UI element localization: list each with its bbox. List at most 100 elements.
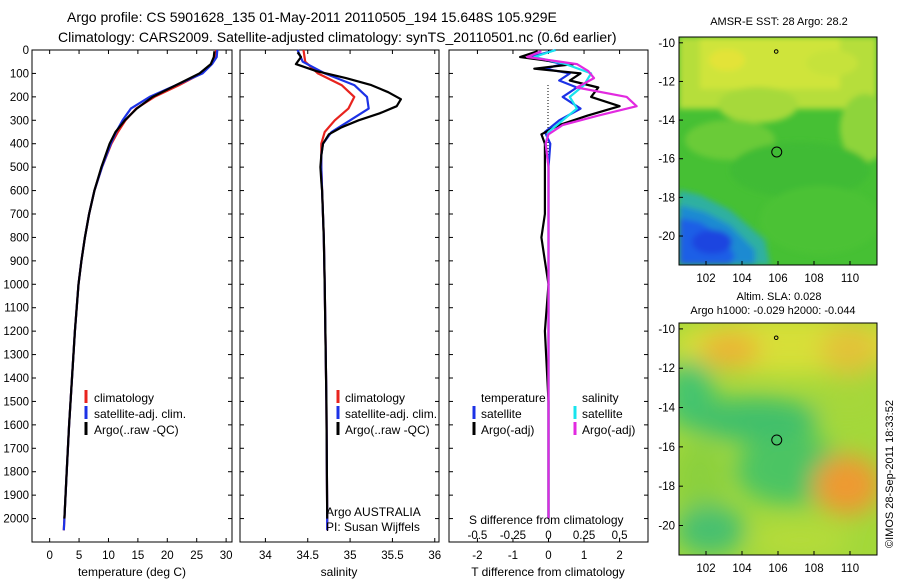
x-tick-label: 0 (545, 550, 551, 562)
legend-label-temp-argo: Argo(-adj) (481, 423, 534, 437)
float-owner-annotation: Argo AUSTRALIA (326, 505, 421, 519)
top-x-tick-label: 0 (545, 530, 551, 542)
argo-position-marker (771, 434, 783, 446)
x-tick-label: 25 (190, 550, 203, 562)
legend-label-argo: Argo(..raw -QC) (345, 423, 430, 437)
map-x-tick-label: 108 (804, 273, 823, 285)
legend-label-sal-satellite: satellite (582, 407, 623, 421)
y-tick-label: 1300 (3, 350, 29, 362)
salinity-axes-frame (239, 49, 440, 543)
x-tick-label: 34.5 (297, 550, 319, 562)
x-tick-label: 0 (46, 550, 52, 562)
difference-top-xlabel: S difference from climatology (469, 513, 624, 527)
map-y-tick-label: -12 (658, 76, 675, 88)
y-tick-label: 1600 (3, 420, 29, 432)
salinity-xlabel: salinity (321, 565, 358, 579)
x-tick-label: 34 (259, 550, 272, 562)
x-tick-label: 30 (220, 550, 233, 562)
sla-map-title: Altim. SLA: 0.028 (737, 291, 822, 303)
map-x-tick-label: 106 (768, 273, 787, 285)
salinity-panel: 34 34.5 35 35.5 36 salinity climatology sate… (239, 49, 441, 579)
y-tick-label: 900 (10, 256, 29, 268)
map-y-tick-label: -18 (658, 481, 675, 493)
y-tick-label: 300 (10, 115, 29, 127)
salinity-legend: climatology satellite-adj. clim. Argo(..… (336, 390, 437, 437)
x-tick-label: 20 (161, 550, 174, 562)
map-y-tick-label: -12 (658, 363, 675, 375)
map-y-tick-label: -18 (658, 192, 675, 204)
sla-map-subtitle: Argo h1000: -0.029 h2000: -0.044 (690, 305, 855, 317)
x-tick-label: 2 (616, 550, 622, 562)
temperature-xlabel: temperature (deg C) (78, 565, 186, 579)
y-tick-label: 700 (10, 209, 29, 221)
y-tick-label: 500 (10, 162, 29, 174)
figure-subtitle: Climatology: CARS2009. Satellite-adjuste… (58, 29, 616, 45)
legend-header-salinity: salinity (582, 391, 619, 405)
legend-label-sal-argo: Argo(-adj) (582, 423, 635, 437)
sst-map-panel: AMSR-E SST: 28 Argo: 28.2 102 104 106 108 11… (658, 16, 878, 285)
difference-xlabel: T difference from climatology (471, 565, 625, 579)
map-y-tick-label: -14 (658, 115, 675, 127)
y-tick-label: 200 (10, 92, 29, 104)
x-tick-label: 35 (344, 550, 357, 562)
y-tick-label: 100 (10, 68, 29, 80)
x-tick-label: 10 (102, 550, 115, 562)
x-tick-label: 5 (76, 550, 82, 562)
map-x-tick-label: 104 (732, 563, 752, 575)
difference-panel: -2 -1 0 1 2 -0.5 -0.25 0 0.25 0.5 T difference fr… (448, 48, 649, 579)
sst-map-title: AMSR-E SST: 28 Argo: 28.2 (710, 16, 848, 28)
legend-label-satellite: satellite-adj. clim. (94, 407, 186, 421)
legend-label-temp-satellite: satellite (481, 407, 522, 421)
y-tick-label: 1100 (4, 303, 29, 315)
sla-map-panel: Altim. SLA: 0.028 Argo h1000: -0.029 h20… (658, 291, 878, 575)
map-x-tick-label: 110 (841, 563, 859, 575)
top-x-tick-label: -0.5 (468, 530, 488, 542)
top-x-tick-label: 0.5 (612, 530, 628, 542)
sla-field (679, 323, 877, 555)
x-tick-label: -1 (508, 550, 518, 562)
series-line-argo-raw-qc (294, 51, 402, 519)
figure-title: Argo profile: CS 5901628_135 01-May-2011… (67, 9, 557, 25)
y-tick-label: 1800 (3, 467, 29, 479)
y-tick-label: 1900 (3, 490, 29, 502)
legend-label-satellite: satellite-adj. clim. (345, 407, 437, 421)
sst-field (679, 37, 877, 265)
imos-timestamp-watermark: ©IMOS 28-Sep-2011 18:33:52 (884, 400, 896, 548)
argo-track-marker (773, 335, 779, 341)
map-y-tick-label: -16 (658, 442, 675, 454)
y-tick-label: 1400 (3, 373, 29, 385)
series-line-salinity-argo-adj (526, 50, 638, 519)
legend-header-temperature: temperature (481, 391, 546, 405)
x-tick-label: 15 (131, 550, 144, 562)
argo-track-marker (773, 49, 779, 54)
argo-position-marker (771, 146, 783, 158)
y-tick-label: 400 (10, 139, 29, 151)
temperature-panel: 0100200300400500600700800900100011001200… (3, 45, 232, 579)
map-y-tick-label: -10 (658, 38, 675, 50)
legend-label-climatology: climatology (94, 391, 154, 405)
y-tick-label: 0 (23, 45, 29, 57)
legend-label-climatology: climatology (345, 391, 405, 405)
top-x-tick-label: -0.25 (500, 530, 526, 542)
map-x-tick-label: 104 (732, 273, 752, 285)
y-tick-label: 1500 (3, 396, 29, 408)
y-tick-label: 1000 (3, 279, 29, 291)
map-x-tick-label: 110 (841, 273, 859, 285)
series-line-argo-raw-qc (63, 51, 216, 519)
x-tick-label: -2 (472, 550, 482, 562)
x-tick-label: 35.5 (381, 550, 403, 562)
y-tick-label: 600 (10, 186, 29, 198)
map-y-tick-label: -20 (658, 521, 675, 533)
y-tick-label: 2000 (3, 514, 29, 526)
map-x-tick-label: 106 (768, 563, 787, 575)
map-x-tick-label: 108 (804, 563, 823, 575)
map-y-tick-label: -14 (658, 403, 675, 415)
x-tick-label: 1 (581, 550, 587, 562)
map-y-tick-label: -20 (658, 231, 675, 243)
y-tick-label: 1700 (3, 443, 29, 455)
map-x-tick-label: 102 (696, 273, 715, 285)
difference-legend: temperature satellite Argo(-adj) salinit… (472, 391, 635, 437)
float-pi-annotation: PI: Susan Wijffels (326, 520, 420, 534)
top-x-tick-label: 0.25 (573, 530, 595, 542)
